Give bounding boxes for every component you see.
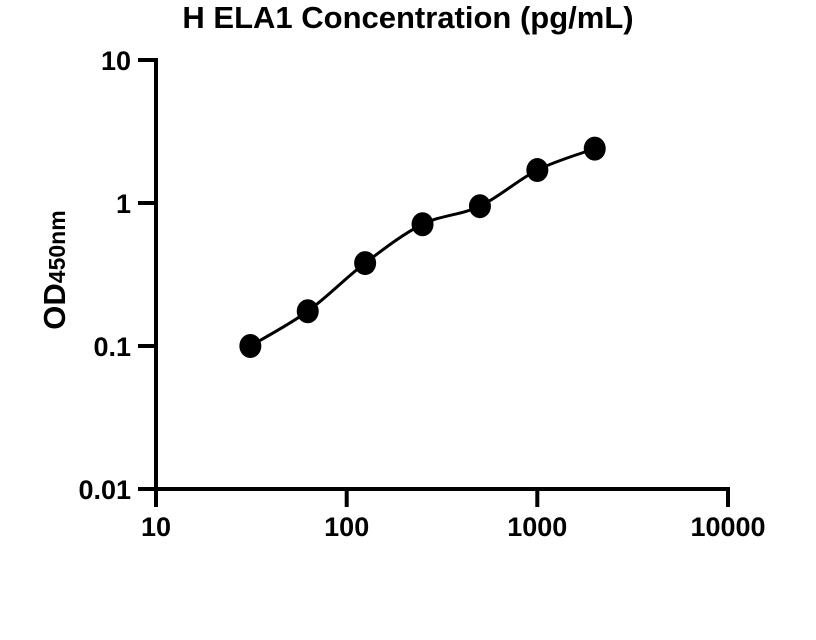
data-point bbox=[526, 158, 549, 183]
y-tick-label-3: 10 bbox=[101, 46, 131, 76]
data-point-group bbox=[239, 136, 606, 358]
data-point bbox=[411, 212, 434, 237]
x-axis-title: H ELA1 Concentration (pg/mL) bbox=[182, 0, 634, 35]
y-tick-label-2: 1 bbox=[116, 189, 131, 219]
data-point bbox=[354, 251, 377, 276]
x-tick-label-0: 10 bbox=[141, 512, 171, 542]
data-point bbox=[468, 194, 491, 219]
x-tick-label-2: 1000 bbox=[507, 512, 567, 542]
y-axis-title: OD450nm bbox=[37, 120, 73, 420]
data-point bbox=[583, 136, 606, 161]
data-point bbox=[239, 334, 262, 358]
y-axis-title-sub: 450nm bbox=[44, 210, 70, 284]
x-tick-label-1: 100 bbox=[324, 512, 369, 542]
y-axis-title-main: OD bbox=[37, 283, 72, 330]
x-tick-label-3: 10000 bbox=[690, 512, 765, 542]
y-tick-label-1: 0.1 bbox=[93, 332, 131, 362]
y-tick-label-0: 0.01 bbox=[78, 475, 131, 505]
data-point bbox=[296, 299, 319, 324]
